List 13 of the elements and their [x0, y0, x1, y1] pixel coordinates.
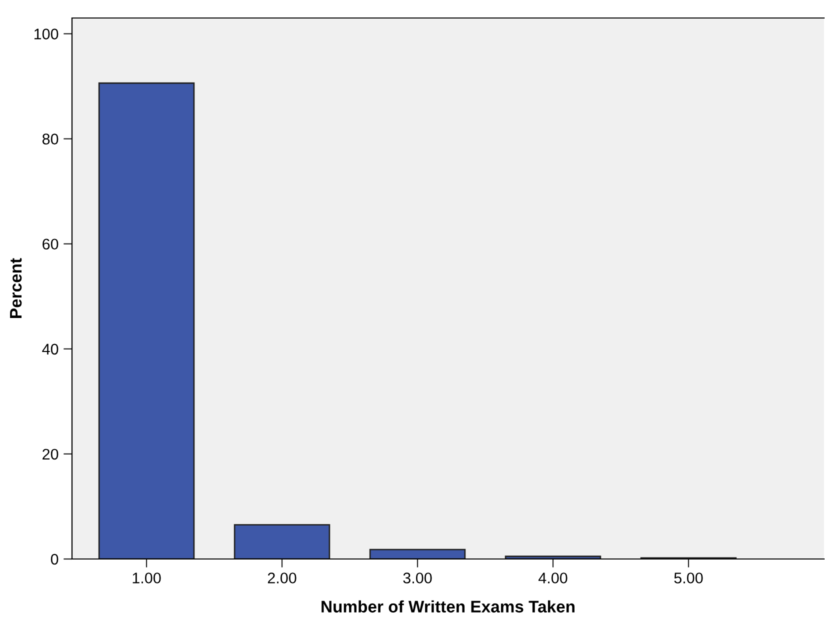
x-tick-label: 2.00	[268, 572, 296, 584]
y-tick-label: 80	[42, 134, 58, 144]
x-tick-label: 4.00	[538, 572, 568, 584]
y-axis-title: Percent	[10, 258, 22, 318]
y-tick-label: 100	[34, 28, 58, 40]
x-tick-label: 5.00	[674, 572, 703, 584]
y-tick-label: 40	[42, 344, 58, 355]
x-tick-label: 3.00	[403, 572, 432, 584]
x-axis-title: Number of Written Exams Taken	[322, 600, 574, 613]
x-tick-label: 1.00	[132, 572, 161, 584]
y-tick-label: 60	[42, 238, 58, 250]
y-tick-label: 20	[42, 448, 58, 460]
y-tick-label: 0	[50, 554, 58, 565]
